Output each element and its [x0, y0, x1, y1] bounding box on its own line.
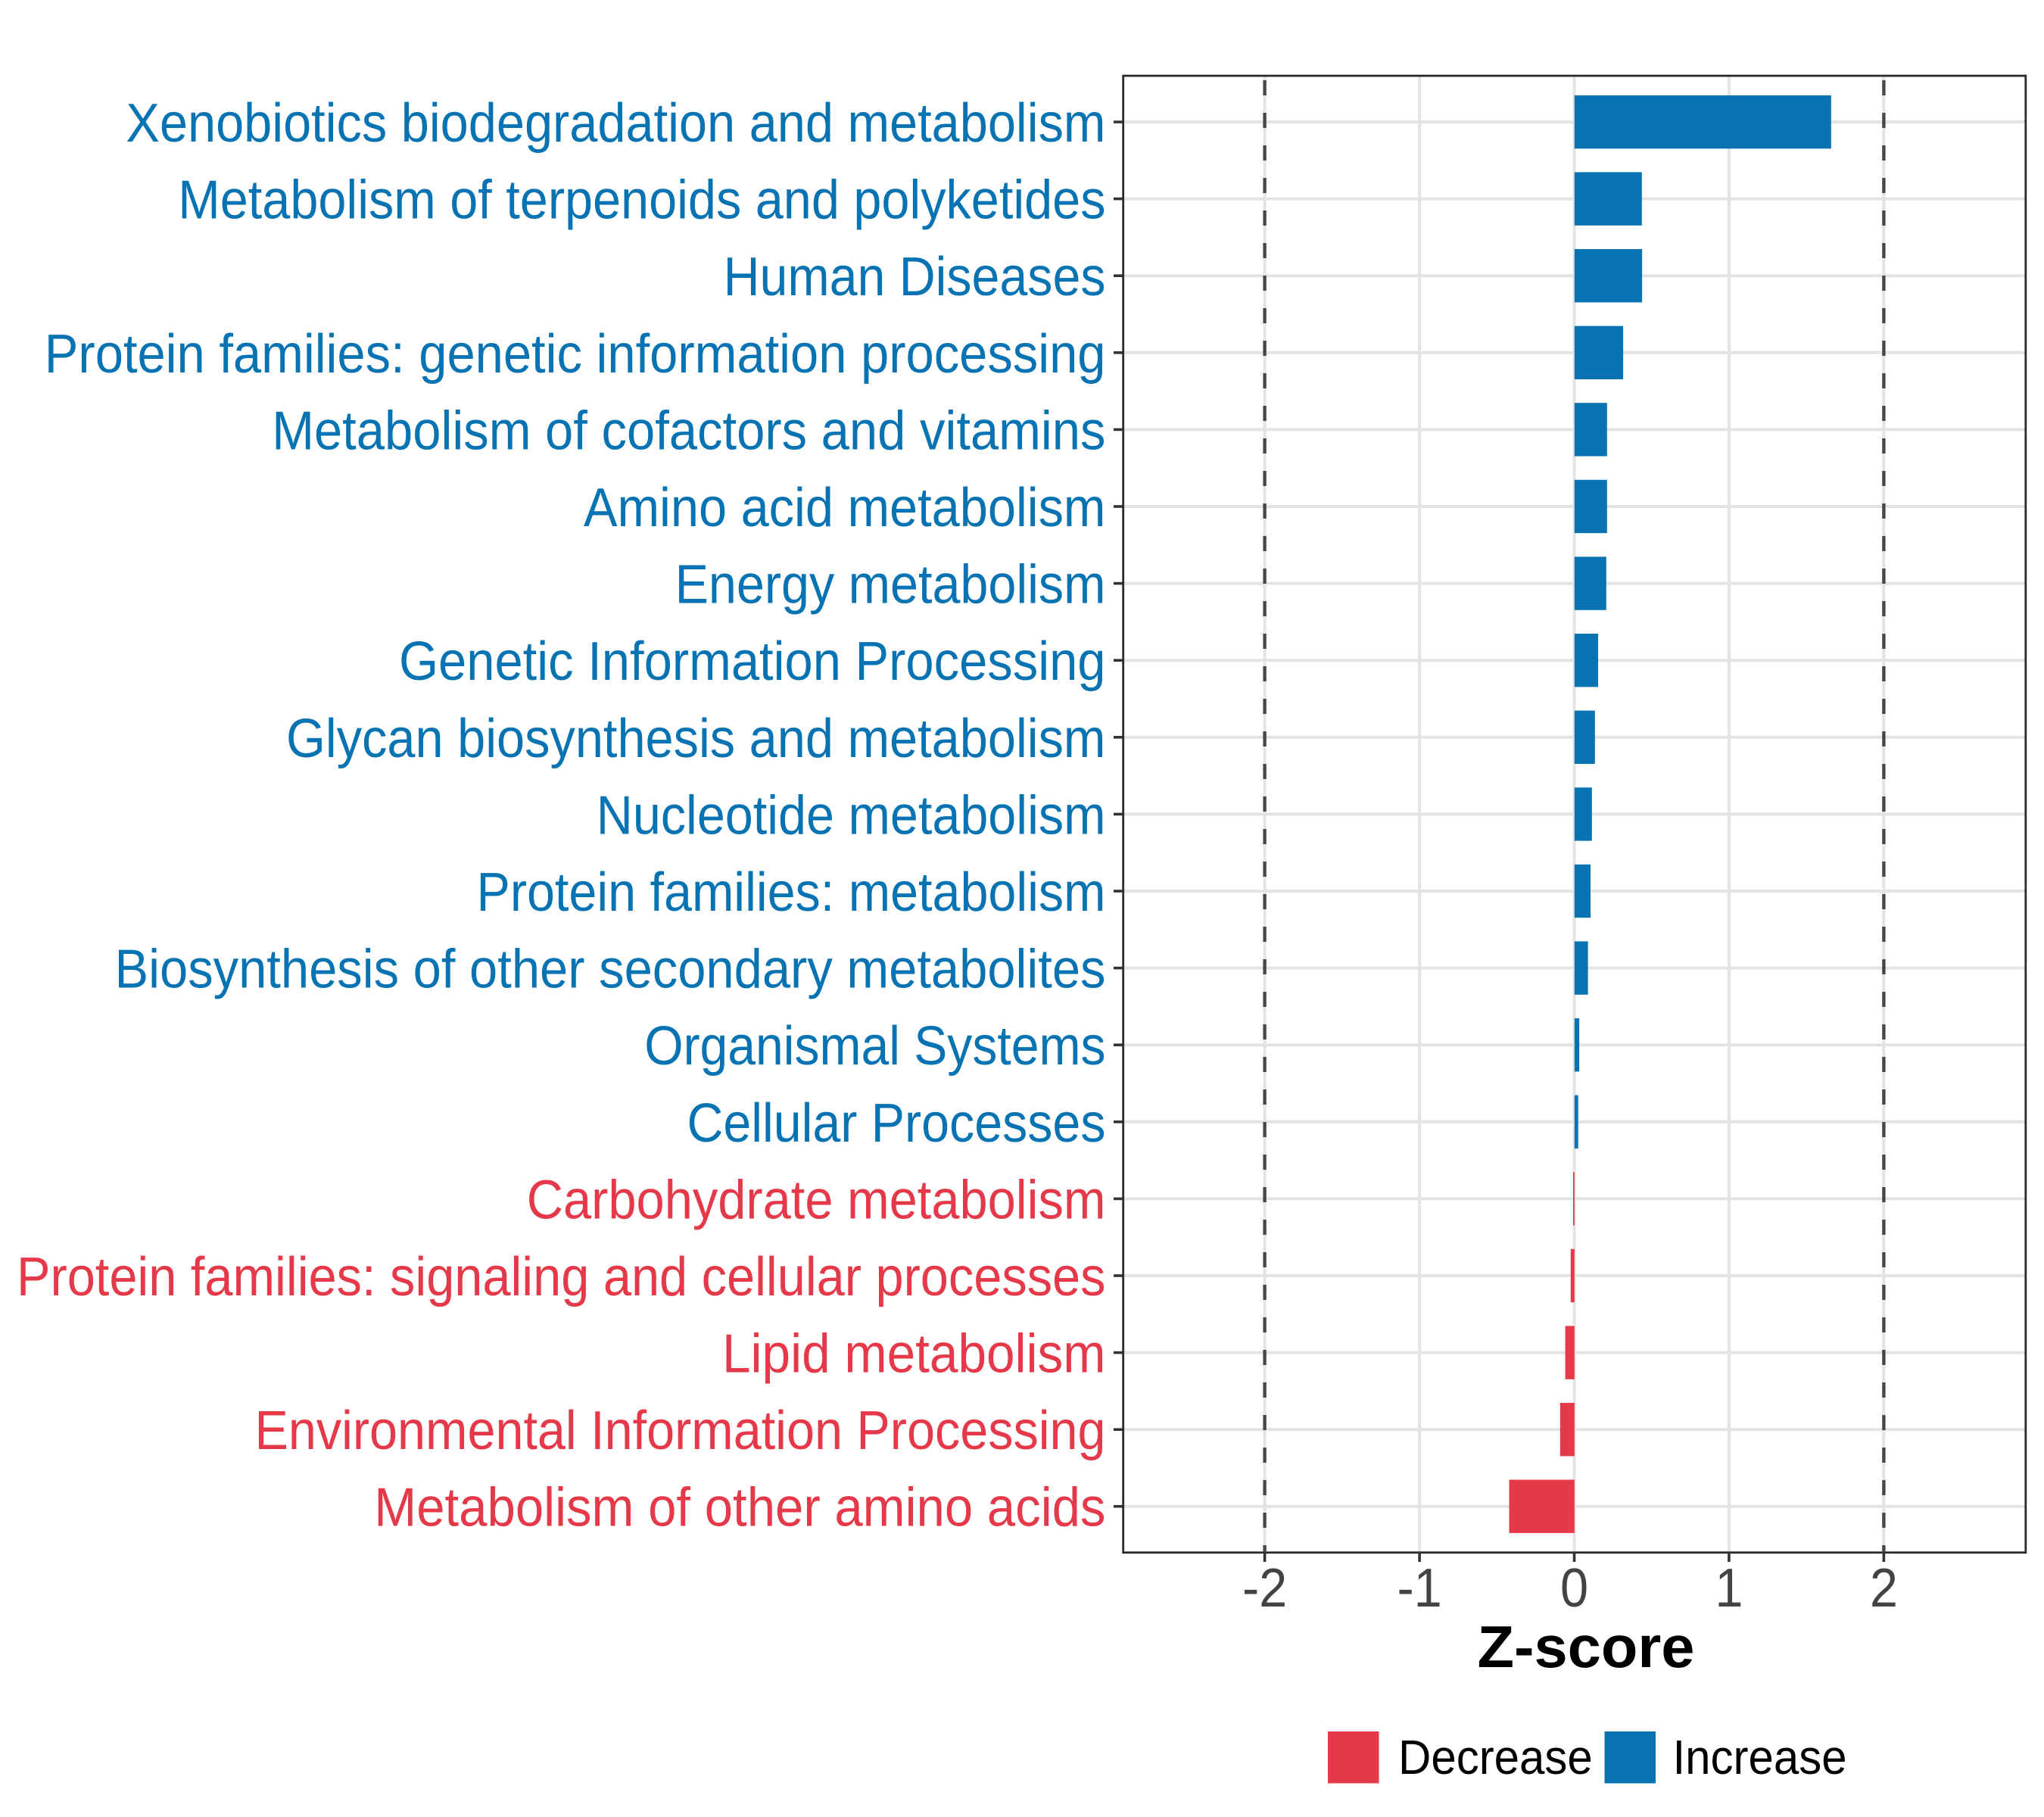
svg-text:2: 2 — [1870, 1558, 1898, 1619]
svg-text:-2: -2 — [1242, 1558, 1287, 1619]
svg-text:Carbohydrate metabolism: Carbohydrate metabolism — [527, 1170, 1106, 1230]
svg-text:-1: -1 — [1397, 1558, 1441, 1619]
svg-text:Z-score: Z-score — [1478, 1613, 1695, 1680]
svg-text:Metabolism of cofactors and vi: Metabolism of cofactors and vitamins — [272, 400, 1105, 461]
svg-text:0: 0 — [1560, 1558, 1588, 1619]
svg-text:Protein families: signaling an: Protein families: signaling and cellular… — [17, 1247, 1106, 1307]
svg-text:Human Diseases: Human Diseases — [724, 247, 1106, 307]
svg-text:Environmental Information Proc: Environmental Information Processing — [255, 1401, 1106, 1461]
svg-text:Nucleotide metabolism: Nucleotide metabolism — [597, 785, 1106, 846]
svg-text:Genetic Information Processing: Genetic Information Processing — [399, 631, 1106, 692]
svg-text:Organismal Systems: Organismal Systems — [644, 1016, 1105, 1077]
svg-text:Amino acid metabolism: Amino acid metabolism — [584, 478, 1106, 538]
svg-text:Energy metabolism: Energy metabolism — [675, 555, 1106, 616]
svg-text:Lipid metabolism: Lipid metabolism — [722, 1324, 1106, 1385]
svg-text:Protein families: metabolism: Protein families: metabolism — [477, 862, 1106, 923]
svg-text:Decrease: Decrease — [1398, 1730, 1593, 1784]
svg-text:Metabolism of other amino acid: Metabolism of other amino acids — [374, 1478, 1105, 1538]
svg-text:Cellular Processes: Cellular Processes — [687, 1093, 1106, 1154]
svg-text:Metabolism of terpenoids and p: Metabolism of terpenoids and polyketides — [178, 170, 1105, 231]
svg-text:1: 1 — [1715, 1558, 1743, 1619]
svg-text:Xenobiotics biodegradation and: Xenobiotics biodegradation and metabolis… — [126, 93, 1105, 154]
svg-text:Biosynthesis of other secondar: Biosynthesis of other secondary metaboli… — [115, 940, 1106, 1000]
svg-text:Protein families: genetic info: Protein families: genetic information pr… — [45, 324, 1106, 385]
svg-text:Increase: Increase — [1673, 1730, 1847, 1784]
svg-text:Glycan biosynthesis and metabo: Glycan biosynthesis and metabolism — [286, 709, 1106, 769]
